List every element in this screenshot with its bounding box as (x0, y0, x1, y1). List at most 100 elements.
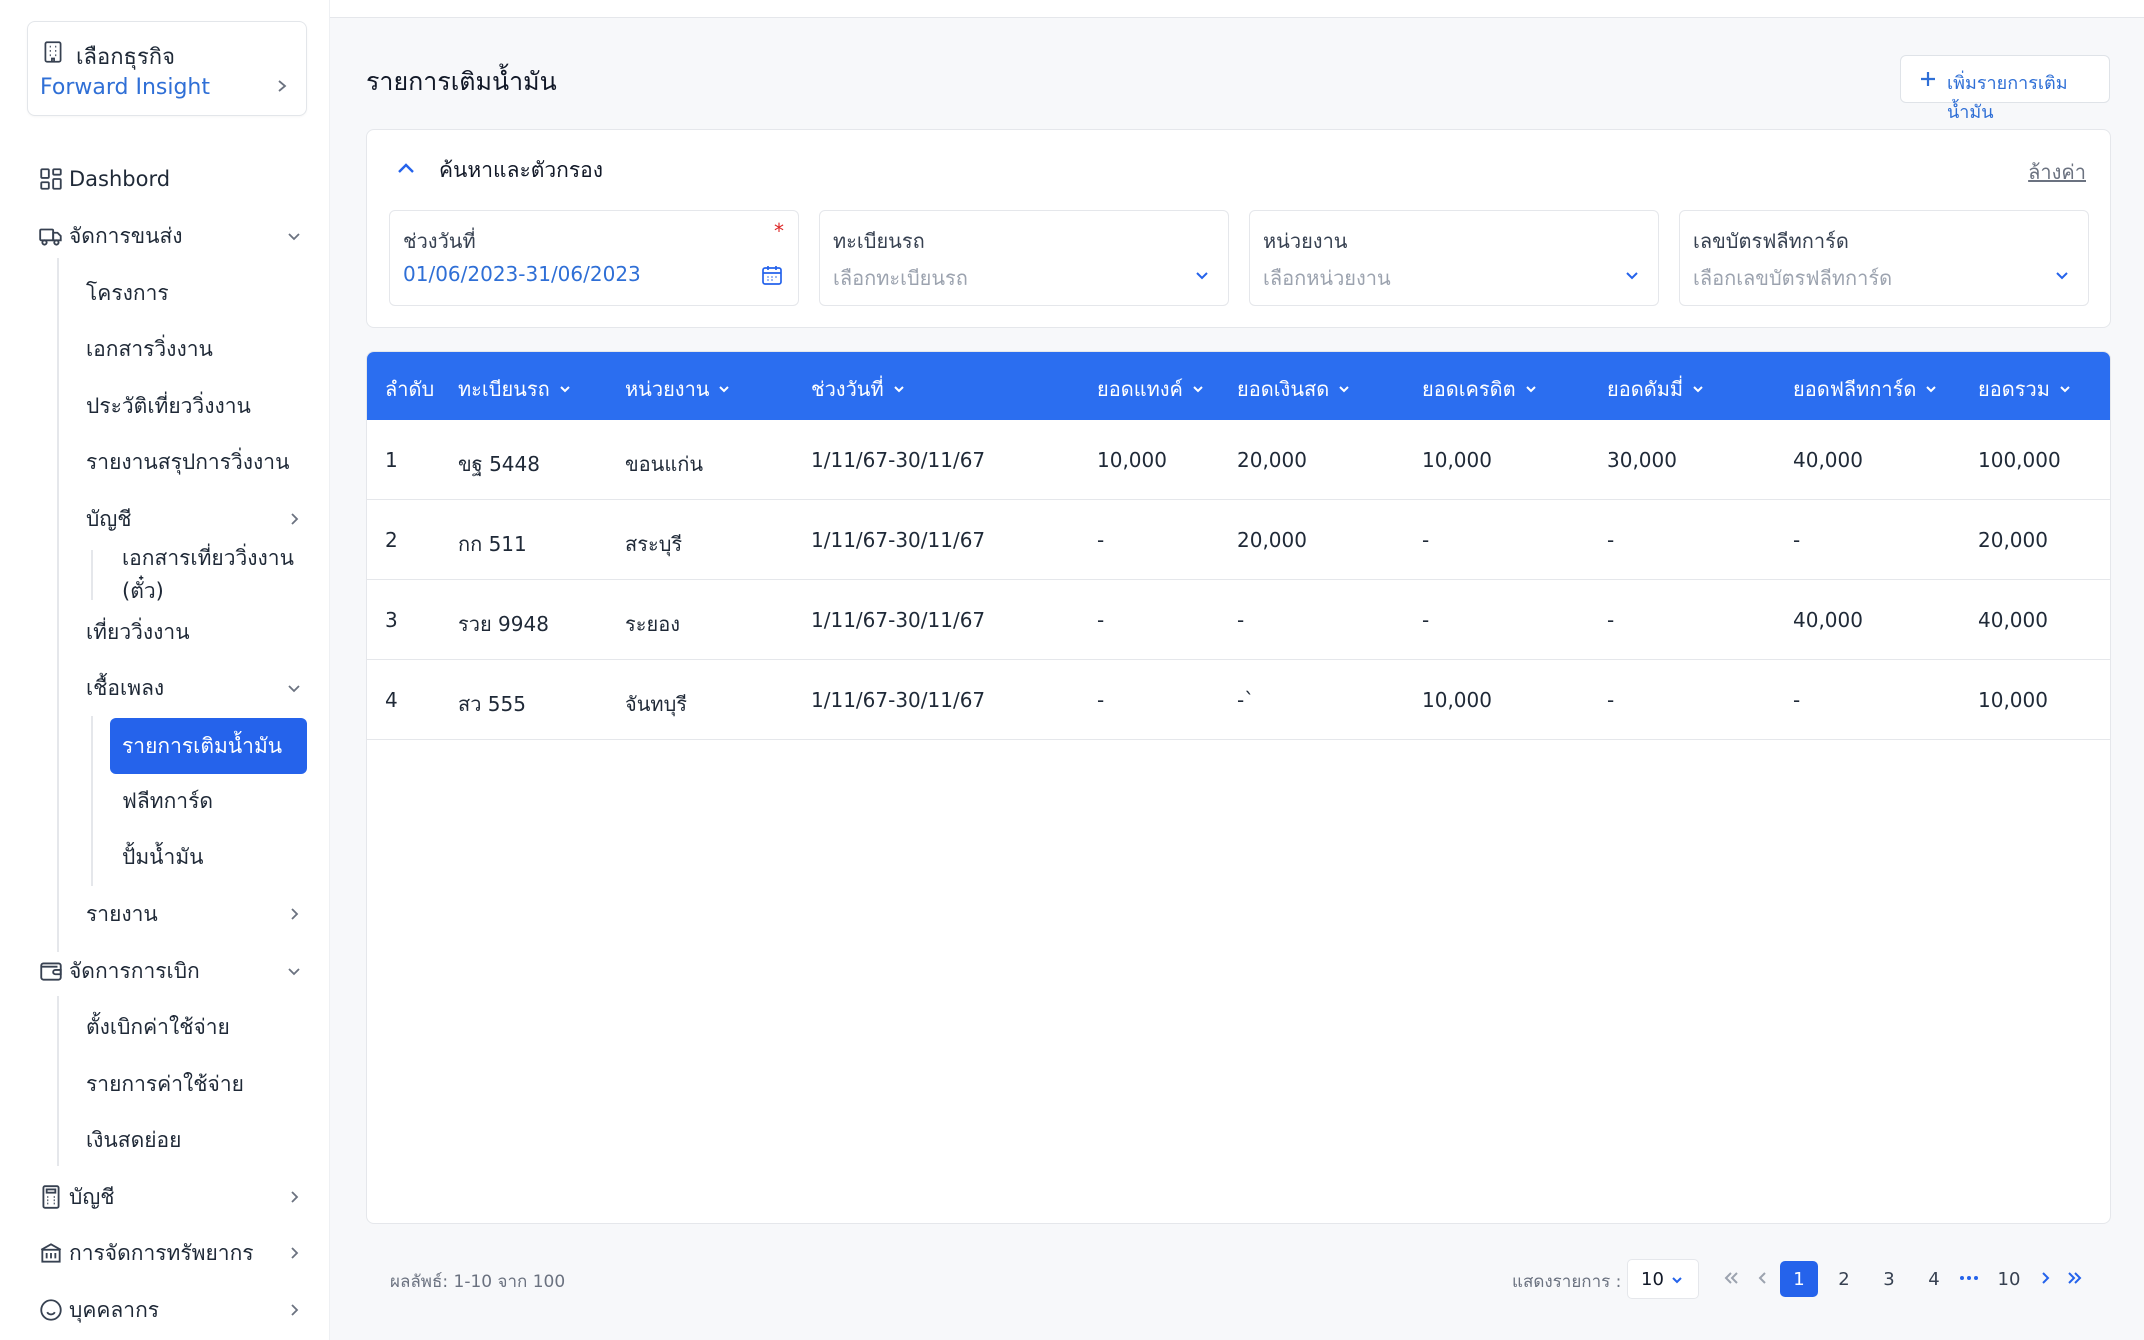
refuel-table: ลำดับ ทะเบียนรถ หน่วยงาน ช่วงวันที่ ยอดแ… (366, 351, 2111, 1224)
table-cell: สระบุรี (625, 532, 683, 556)
last-page-icon[interactable] (2064, 1267, 2086, 1289)
table-header: ลำดับ ทะเบียนรถ หน่วยงาน ช่วงวันที่ ยอดแ… (367, 352, 2110, 420)
table-cell: 3 (385, 608, 398, 632)
sidebar-item-label: เอกสารเที่ยววิ่งงาน (ตั๋ว) (122, 546, 294, 603)
add-refuel-button[interactable]: เพิ่มรายการเติมน้ำมัน (1900, 55, 2110, 123)
sidebar-item-label: เงินสดย่อย (86, 1127, 182, 1152)
chevron-right-icon (291, 1191, 299, 1203)
chevron-right-icon (291, 1247, 299, 1259)
calendar-icon[interactable] (760, 263, 784, 287)
sidebar-item-personnel[interactable]: บุคคลากร (0, 1285, 330, 1335)
table-row[interactable]: 4 สว 555 จันทบุรี 1/11/67-30/11/67 - -` … (367, 660, 2110, 740)
business-selector[interactable]: เลือกธุรกิจ Forward Insight (27, 21, 307, 116)
column-header[interactable]: ยอดแทงค์ (1097, 373, 1205, 405)
calculator-icon (42, 1185, 60, 1209)
page-button-10[interactable]: 10 (1997, 1268, 2021, 1290)
sidebar-item-label: เที่ยววิ่งงาน (86, 619, 190, 644)
sidebar-item-expense-request[interactable]: ตั้งเบิกค่าใช้จ่าย (0, 1002, 330, 1052)
next-page-icon[interactable] (2034, 1267, 2056, 1289)
sidebar-item-run-summary[interactable]: รายงานสรุปการวิ่งงาน (0, 437, 330, 487)
column-header[interactable]: ยอดดัมมี่ (1607, 373, 1705, 405)
table-cell: - (1793, 688, 1801, 712)
unit-select[interactable]: หน่วยงาน เลือกหน่วยงาน (1249, 210, 1659, 306)
sidebar-item-gas-station[interactable]: ปั้มน้ำมัน (0, 832, 330, 882)
column-header[interactable]: หน่วยงาน (625, 373, 731, 405)
table-cell: - (1097, 528, 1105, 552)
sort-chevron-icon (2060, 386, 2070, 393)
sidebar-item-label: เอกสารวิ่งงาน (86, 336, 213, 361)
column-header[interactable]: ช่วงวันที่ (811, 373, 906, 405)
sidebar-item-run-docs[interactable]: เอกสารวิ่งงาน (0, 324, 330, 374)
column-header[interactable]: ยอดรวม (1978, 373, 2072, 405)
table-cell: ขฐ 5448 (458, 452, 540, 476)
sidebar-item-projects[interactable]: โครงการ (0, 268, 330, 318)
table-cell: 40,000 (1793, 448, 1863, 472)
building-icon (44, 41, 62, 63)
column-header[interactable]: ยอดเครดิต (1422, 373, 1538, 405)
sidebar-item-reports[interactable]: รายงาน (0, 889, 330, 939)
sidebar-item-label: รายการค่าใช้จ่าย (86, 1071, 244, 1096)
clear-filter-link[interactable]: ล้างค่า (2028, 160, 2086, 184)
sidebar-item-disbursement[interactable]: จัดการการเบิก (0, 946, 330, 996)
sidebar-item-fleetcard[interactable]: ฟลีทการ์ด (0, 776, 330, 826)
page-button-1[interactable]: 1 (1780, 1261, 1818, 1297)
sidebar-item-fuel[interactable]: เชื้อเพลง (0, 663, 330, 713)
table-cell: กก 511 (458, 532, 527, 556)
table-cell: สว 555 (458, 692, 526, 716)
sidebar-item-trips[interactable]: เที่ยววิ่งงาน (0, 607, 330, 657)
table-cell: 1/11/67-30/11/67 (811, 528, 986, 552)
plate-select[interactable]: ทะเบียนรถ เลือกทะเบียนรถ (819, 210, 1229, 306)
sidebar-item-resources[interactable]: การจัดการทรัพยากร (0, 1228, 330, 1278)
sort-chevron-icon (559, 386, 570, 393)
table-row[interactable]: 1 ขฐ 5448 ขอนแก่น 1/11/67-30/11/67 10,00… (367, 420, 2110, 500)
date-range-label: ช่วงวันที่ (403, 229, 476, 253)
sidebar-item-refuel-list[interactable] (110, 718, 307, 774)
wallet-icon (40, 962, 62, 981)
table-cell: - (1097, 688, 1105, 712)
unit-label: หน่วยงาน (1263, 229, 1348, 253)
date-range-field[interactable]: ช่วงวันที่ * 01/06/2023-31/06/2023 (389, 210, 799, 306)
per-page-select[interactable]: 10 (1627, 1259, 1699, 1299)
sidebar-item-label: การจัดการทรัพยากร (69, 1240, 254, 1265)
page-button-3[interactable]: 3 (1883, 1268, 1895, 1290)
sidebar-item-transport-account[interactable]: บัญชี (0, 494, 330, 544)
per-page-label: แสดงรายการ : (1512, 1272, 1622, 1292)
sort-chevron-icon (1525, 386, 1536, 393)
tree-line (57, 258, 59, 952)
table-cell: - (1793, 528, 1801, 552)
sidebar-item-dashboard[interactable]: Dashbord (0, 154, 330, 204)
sidebar-item-trip-tickets[interactable]: เอกสารเที่ยววิ่งงาน (ตั๋ว) (0, 546, 330, 603)
sidebar-item-transport[interactable]: จัดการขนส่ง (0, 211, 330, 261)
column-header[interactable]: ทะเบียนรถ (458, 373, 572, 405)
fleetcard-select[interactable]: เลขบัตรฟลีทการ์ด เลือกเลขบัตรฟลีทการ์ด (1679, 210, 2089, 306)
chevron-down-icon (2056, 272, 2068, 280)
page-button-4[interactable]: 4 (1928, 1268, 1940, 1290)
chevron-down-icon (288, 968, 300, 976)
table-row[interactable]: 3 รวย 9948 ระยอง 1/11/67-30/11/67 - - - … (367, 580, 2110, 660)
more-pages-icon[interactable] (1958, 1267, 1980, 1289)
filter-panel: ค้นหาและตัวกรอง ล้างค่า ช่วงวันที่ * 01/… (366, 129, 2111, 328)
table-cell: 40,000 (1793, 608, 1863, 632)
column-header[interactable]: ยอดเงินสด (1237, 373, 1351, 405)
chevron-right-icon (291, 908, 299, 920)
table-cell: 20,000 (1237, 528, 1307, 552)
first-page-icon[interactable] (1720, 1267, 1742, 1289)
filter-title: ค้นหาและตัวกรอง (439, 158, 604, 182)
sidebar-item-expense-list[interactable]: รายการค่าใช้จ่าย (0, 1059, 330, 1109)
table-cell: 2 (385, 528, 398, 552)
sidebar-item-accounting[interactable]: บัญชี (0, 1172, 330, 1222)
sidebar-item-trip-history[interactable]: ประวัติเที่ยววิ่งงาน (0, 381, 330, 431)
page-button-2[interactable]: 2 (1838, 1268, 1850, 1290)
per-page-value: 10 (1641, 1269, 1664, 1290)
table-cell: 30,000 (1607, 448, 1677, 472)
sidebar-item-petty-cash[interactable]: เงินสดย่อย (0, 1115, 330, 1165)
chevron-right-icon (291, 1304, 299, 1316)
plate-label: ทะเบียนรถ (833, 229, 925, 253)
chevron-up-icon[interactable] (395, 158, 417, 180)
column-header[interactable]: ยอดฟลีทการ์ด (1793, 373, 1938, 405)
table-cell: จันทบุรี (625, 692, 688, 716)
table-row[interactable]: 2 กก 511 สระบุรี 1/11/67-30/11/67 - 20,0… (367, 500, 2110, 580)
sort-chevron-icon (1339, 386, 1349, 393)
previous-page-icon[interactable] (1752, 1267, 1774, 1289)
table-cell: - (1422, 528, 1430, 552)
